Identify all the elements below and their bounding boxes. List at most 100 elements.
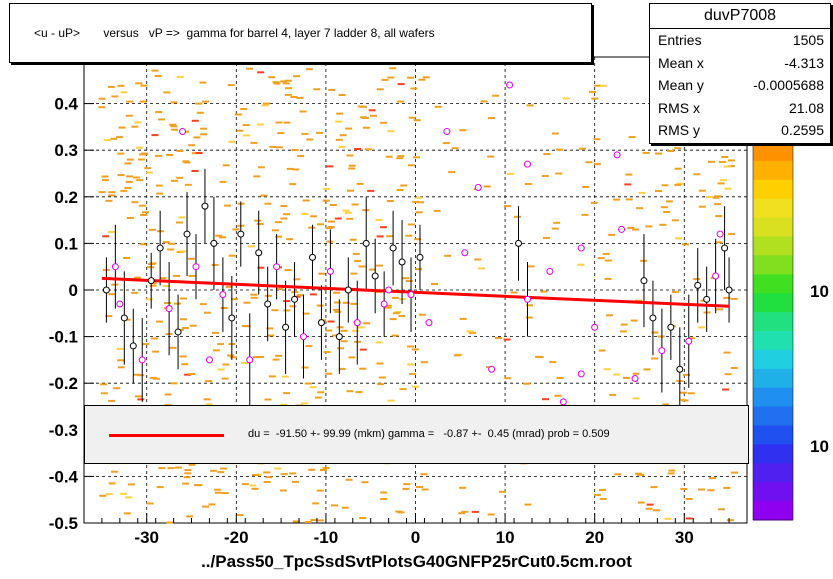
histogram-cell bbox=[385, 155, 393, 158]
histogram-cell bbox=[636, 207, 644, 210]
histogram-cell bbox=[228, 254, 236, 257]
histogram-cell bbox=[471, 510, 479, 513]
histogram-cell bbox=[155, 111, 163, 114]
histogram-cell bbox=[411, 348, 419, 351]
histogram-cell bbox=[487, 155, 495, 158]
histogram-cell bbox=[665, 200, 673, 203]
histogram-cell bbox=[116, 136, 124, 139]
histogram-cell bbox=[184, 183, 192, 186]
histogram-cell bbox=[675, 237, 683, 240]
histogram-cell bbox=[562, 97, 570, 100]
histogram-cell bbox=[234, 113, 242, 116]
histogram-cell bbox=[336, 326, 344, 329]
histogram-cell bbox=[117, 84, 125, 87]
histogram-cell bbox=[389, 67, 397, 70]
histogram-cell bbox=[408, 116, 416, 119]
histogram-cell bbox=[354, 259, 362, 262]
histogram-cell bbox=[268, 76, 276, 79]
histogram-cell bbox=[589, 90, 596, 93]
x-tick-label: -30 bbox=[134, 528, 159, 547]
histogram-cell bbox=[407, 363, 415, 366]
histogram-cell bbox=[212, 331, 219, 334]
palette-cell bbox=[753, 425, 793, 445]
histogram-cell bbox=[280, 205, 288, 208]
outlier-point bbox=[577, 244, 585, 252]
histogram-cell bbox=[524, 503, 532, 506]
histogram-cell bbox=[459, 317, 467, 320]
histogram-cell bbox=[334, 310, 342, 313]
histogram-cell bbox=[168, 242, 176, 245]
histogram-cell bbox=[682, 243, 689, 246]
histogram-cell bbox=[154, 154, 162, 157]
histogram-cell bbox=[191, 152, 199, 155]
palette-cell bbox=[753, 463, 793, 483]
histogram-cell bbox=[221, 492, 229, 495]
stats-key: Entries bbox=[658, 32, 702, 48]
histogram-cell bbox=[335, 120, 343, 123]
histogram-cell bbox=[442, 142, 450, 145]
histogram-cell bbox=[134, 276, 142, 279]
histogram-cell bbox=[166, 154, 174, 156]
stats-row-entries: Entries 1505 bbox=[650, 29, 830, 52]
histogram-cell bbox=[125, 180, 133, 183]
histogram-cell bbox=[683, 373, 690, 376]
histogram-cell bbox=[293, 295, 301, 298]
histogram-cell bbox=[257, 71, 265, 74]
histogram-cell bbox=[551, 132, 559, 135]
histogram-cell bbox=[685, 498, 693, 500]
histogram-cell bbox=[461, 510, 469, 513]
histogram-cell bbox=[434, 105, 442, 108]
histogram-cell bbox=[672, 290, 679, 293]
profile-point bbox=[300, 333, 308, 341]
histogram-cell bbox=[543, 153, 551, 156]
histogram-cell bbox=[325, 372, 333, 375]
histogram-cell bbox=[170, 125, 178, 128]
histogram-cell bbox=[378, 376, 386, 379]
histogram-cell bbox=[159, 277, 167, 280]
profile-point bbox=[255, 249, 263, 257]
histogram-cell bbox=[203, 311, 211, 314]
histogram-cell bbox=[380, 121, 388, 124]
outlier-points bbox=[116, 81, 724, 406]
histogram-cell bbox=[120, 492, 128, 495]
histogram-cell bbox=[328, 88, 336, 91]
palette-cell bbox=[753, 387, 793, 408]
histogram-cell bbox=[280, 80, 288, 83]
y-tick-label: 0 bbox=[69, 281, 78, 300]
histogram-cell bbox=[286, 167, 294, 170]
histogram-cell bbox=[594, 84, 602, 87]
x-tick-label: 0 bbox=[411, 528, 420, 547]
histogram-cell bbox=[659, 223, 667, 226]
palette-cell bbox=[753, 482, 793, 502]
histogram-cell bbox=[162, 241, 170, 244]
histogram-cell bbox=[229, 356, 237, 359]
histogram-cell bbox=[215, 234, 223, 237]
histogram-cell bbox=[251, 487, 259, 490]
histogram-cell bbox=[674, 183, 682, 186]
histogram-cell bbox=[284, 269, 292, 272]
histogram-cell bbox=[709, 477, 716, 480]
histogram-cell bbox=[499, 490, 506, 493]
histogram-cell bbox=[724, 187, 732, 190]
histogram-cell bbox=[359, 367, 367, 370]
histogram-cell bbox=[381, 78, 389, 81]
histogram-cell bbox=[318, 272, 326, 275]
histogram-cell bbox=[613, 198, 620, 201]
chart-title: <u - uP> versus vP => gamma for barrel 4… bbox=[34, 26, 435, 40]
histogram-cell bbox=[296, 294, 304, 297]
histogram-cell bbox=[667, 150, 675, 152]
histogram-cell bbox=[179, 355, 187, 358]
histogram-cell bbox=[409, 372, 417, 375]
histogram-cell bbox=[698, 488, 705, 491]
histogram-cell bbox=[154, 75, 162, 77]
histogram-cell bbox=[203, 398, 211, 401]
histogram-cell bbox=[453, 354, 461, 357]
histogram-cell bbox=[338, 367, 346, 370]
profile-points bbox=[102, 202, 733, 373]
histogram-cell bbox=[264, 202, 272, 205]
histogram-cell bbox=[108, 399, 116, 402]
histogram-cell bbox=[140, 84, 148, 87]
histogram-cell bbox=[176, 221, 183, 224]
histogram-cell bbox=[606, 314, 614, 317]
histogram-cell bbox=[495, 337, 502, 339]
